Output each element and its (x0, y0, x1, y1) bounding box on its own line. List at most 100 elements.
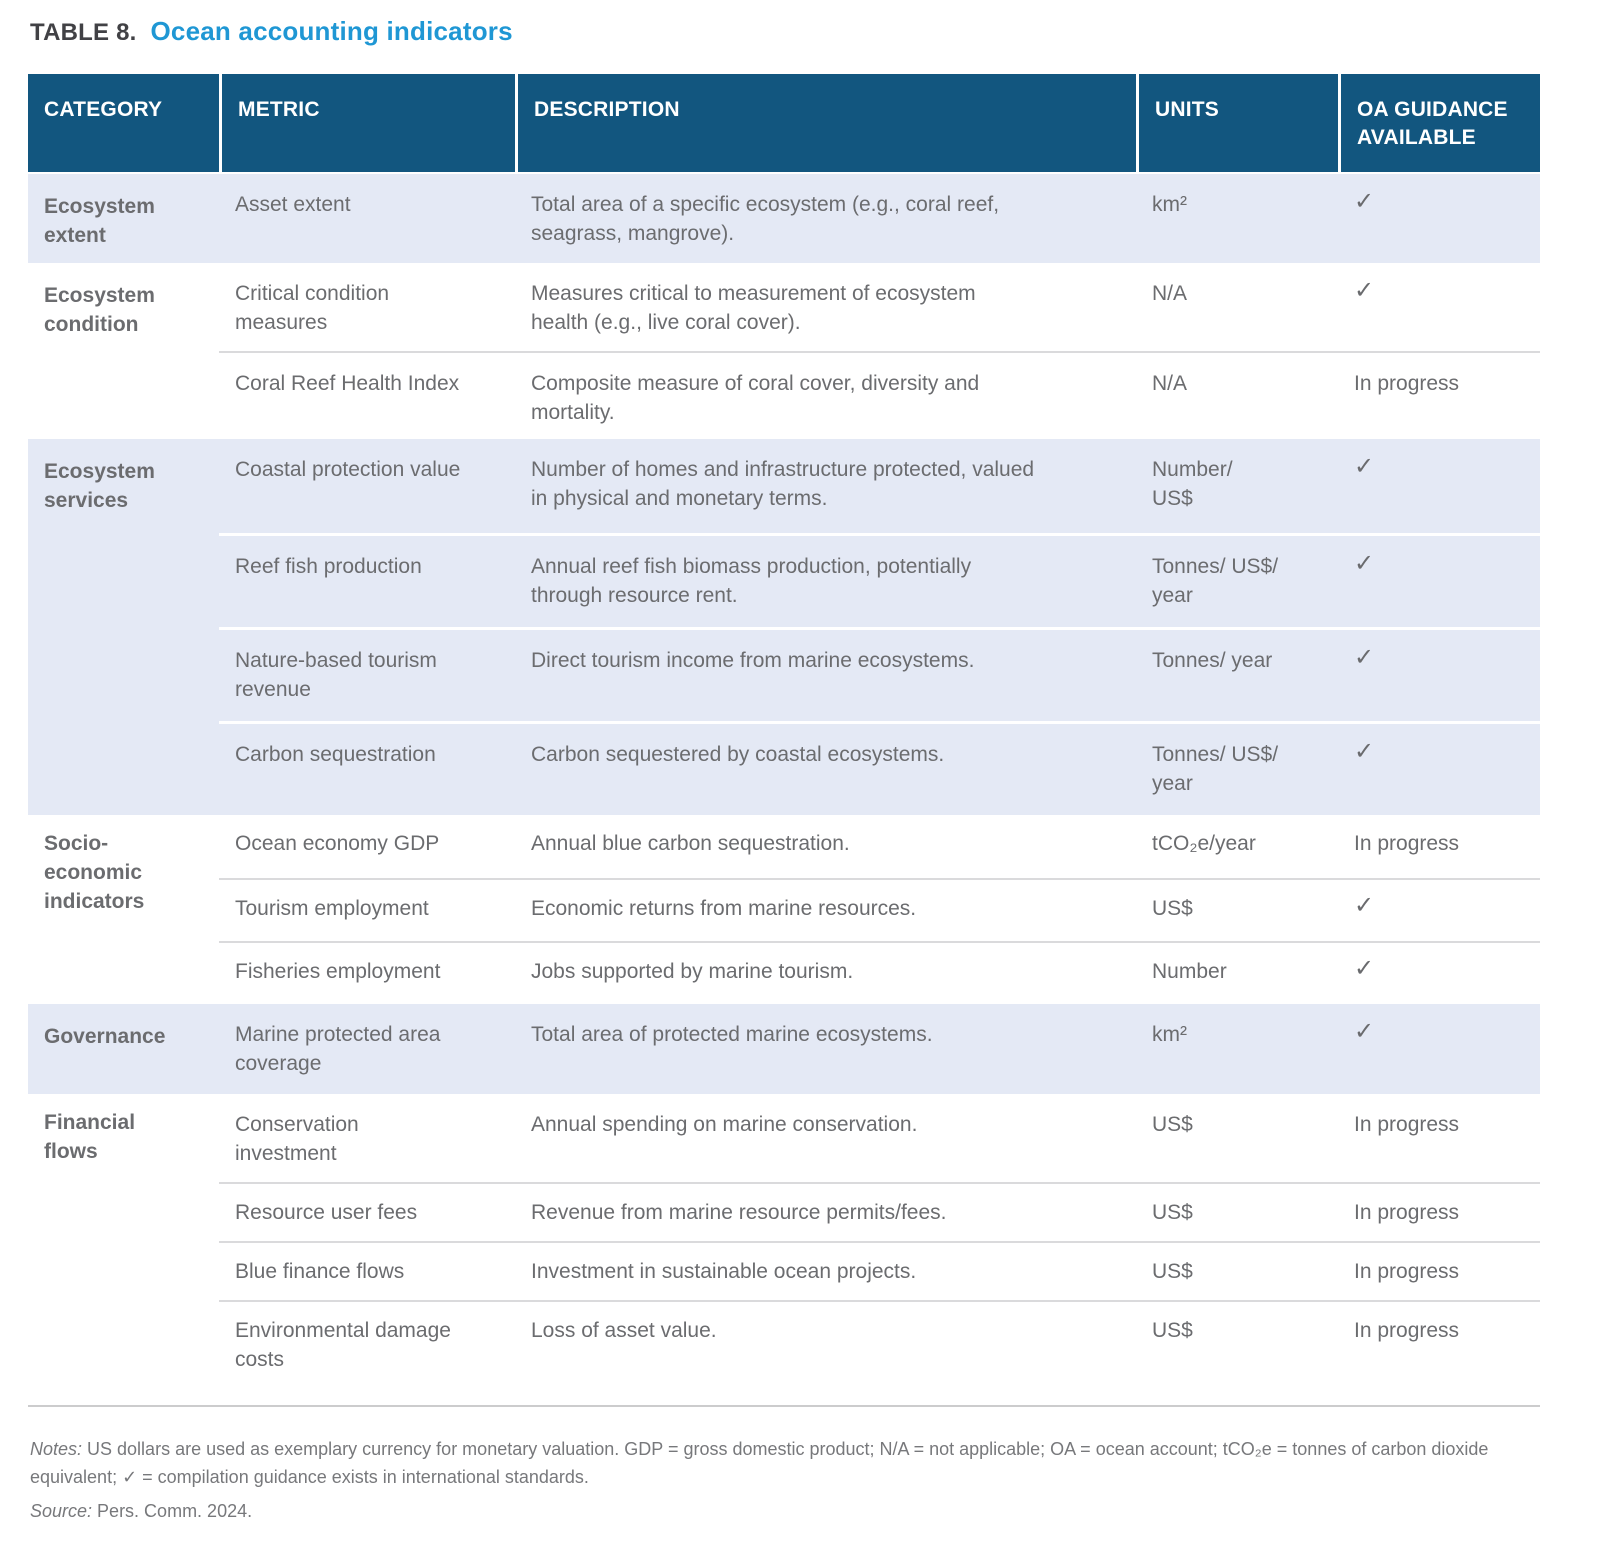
metric-cell: Fisheries employment (235, 960, 441, 983)
source-text: Pers. Comm. 2024. (92, 1501, 253, 1521)
description-cell: Loss of asset value. (531, 1319, 717, 1342)
units-cell: US$ (1152, 1319, 1193, 1342)
group-rows: Ocean economy GDP Annual blue carbon sequ… (219, 815, 1540, 1004)
table-row: Coastal protection value Number of homes … (219, 439, 1540, 533)
guidance-cell: In progress (1354, 832, 1460, 855)
group-rows: Coastal protection value Number of homes … (219, 439, 1540, 815)
metric-cell: Marine protected area coverage (235, 1023, 441, 1075)
metric-cell: Asset extent (235, 193, 351, 216)
metric-cell: Environmental damage costs (235, 1319, 451, 1371)
units-cell: N/A (1152, 282, 1188, 305)
table-row: Tourism employment Economic returns from … (219, 878, 1540, 941)
column-header-category: CATEGORY (44, 98, 163, 121)
metric-cell: Nature-based tourism revenue (235, 649, 437, 701)
units-cell: km² (1152, 1023, 1187, 1046)
guidance-cell: In progress (1354, 1113, 1460, 1136)
units-cell: Tonnes/ US$/ year (1152, 555, 1279, 607)
guidance-cell: ✓ (1354, 892, 1375, 919)
description-cell: Carbon sequestered by coastal ecosystems… (531, 743, 945, 766)
table-row: Environmental damage costs Loss of asset … (219, 1300, 1540, 1395)
units-cell: Number (1152, 960, 1227, 983)
guidance-cell: In progress (1354, 1260, 1460, 1283)
category-cell: Ecosystem extent (44, 195, 155, 247)
metric-cell: Ocean economy GDP (235, 832, 440, 855)
description-cell: Revenue from marine resource permits/fee… (531, 1201, 947, 1224)
category-cell: Governance (44, 1025, 166, 1048)
category-cell: Socio-economic indicators (44, 832, 145, 913)
notes-text: US dollars are used as exemplary currenc… (30, 1439, 1489, 1487)
metric-cell: Blue finance flows (235, 1260, 405, 1283)
column-header-description: DESCRIPTION (515, 74, 1136, 172)
category-group: Governance Marine protected area coverage… (28, 1004, 1540, 1094)
description-cell: Total area of protected marine ecosystem… (531, 1023, 933, 1046)
guidance-cell: ✓ (1354, 188, 1375, 215)
units-cell: US$ (1152, 1201, 1193, 1224)
table-notes: Notes: US dollars are used as exemplary … (30, 1435, 1542, 1525)
column-header-units: UNITS (1136, 74, 1338, 172)
description-cell: Annual spending on marine conservation. (531, 1113, 918, 1136)
guidance-cell: ✓ (1354, 955, 1375, 982)
table-row: Carbon sequestration Carbon sequestered b… (219, 721, 1540, 815)
description-cell: Total area of a specific ecosystem (e.g.… (531, 193, 1000, 245)
guidance-cell: ✓ (1354, 644, 1375, 671)
source-label: Source: (30, 1501, 93, 1521)
source-line: Source: Pers. Comm. 2024. (30, 1497, 1542, 1525)
table-title: TABLE 8. Ocean accounting indicators (0, 0, 1618, 47)
table-row: Reef fish production Annual reef fish bio… (219, 533, 1540, 627)
column-header-metric: METRIC (219, 74, 515, 172)
description-cell: Composite measure of coral cover, divers… (531, 372, 980, 424)
column-header-oa-guidance: OA GUIDANCE AVAILABLE (1338, 74, 1540, 172)
table-row: Blue finance flows Investment in sustaina… (219, 1241, 1540, 1300)
guidance-cell: ✓ (1354, 738, 1375, 765)
table-row: Critical condition measures Measures crit… (219, 263, 1540, 351)
category-cell: Financial flows (44, 1111, 136, 1163)
table-body: Ecosystem extent Asset extent Total area o… (28, 174, 1540, 1395)
units-cell: km² (1152, 193, 1187, 216)
category-group: Ecosystem condition Critical condition me… (28, 263, 1540, 439)
table-row: Marine protected area coverage Total area… (219, 1004, 1540, 1094)
metric-cell: Resource user fees (235, 1201, 418, 1224)
group-rows: Marine protected area coverage Total area… (219, 1004, 1540, 1094)
description-cell: Direct tourism income from marine ecosys… (531, 649, 975, 672)
description-cell: Measures critical to measurement of ecos… (531, 282, 976, 334)
units-cell: N/A (1152, 372, 1188, 395)
description-cell: Economic returns from marine resources. (531, 897, 917, 920)
table-row: Coral Reef Health Index Composite measure… (219, 351, 1540, 439)
metric-cell: Critical condition measures (235, 282, 390, 334)
category-cell: Ecosystem services (44, 460, 155, 512)
guidance-cell: ✓ (1354, 550, 1375, 577)
description-cell: Annual reef fish biomass production, pot… (531, 555, 972, 607)
table-row: Asset extent Total area of a specific eco… (219, 174, 1540, 263)
group-rows: Critical condition measures Measures crit… (219, 263, 1540, 439)
table-header-row: CATEGORY METRIC DESCRIPTION UNITS OA GUI… (28, 74, 1540, 174)
ocean-accounting-table: CATEGORY METRIC DESCRIPTION UNITS OA GUI… (28, 74, 1540, 1395)
table-title-text: Ocean accounting indicators (150, 16, 513, 46)
guidance-cell: In progress (1354, 372, 1460, 395)
units-cell: US$ (1152, 1260, 1193, 1283)
units-cell: Tonnes/ year (1152, 649, 1273, 672)
notes-line: Notes: US dollars are used as exemplary … (30, 1435, 1542, 1491)
units-cell: US$ (1152, 897, 1193, 920)
category-cell: Ecosystem condition (44, 284, 155, 336)
table-number-label: TABLE 8. (30, 19, 137, 46)
metric-cell: Coral Reef Health Index (235, 372, 460, 395)
metric-cell: Carbon sequestration (235, 743, 436, 766)
category-group: Ecosystem extent Asset extent Total area o… (28, 174, 1540, 263)
metric-cell: Coastal protection value (235, 458, 461, 481)
table-row: Ocean economy GDP Annual blue carbon sequ… (219, 815, 1540, 878)
notes-label: Notes: (30, 1439, 83, 1459)
units-cell: Tonnes/ US$/ year (1152, 743, 1279, 795)
guidance-cell: ✓ (1354, 453, 1375, 480)
category-group: Socio-economic indicators Ocean economy G… (28, 815, 1540, 1004)
units-cell: tCO₂e/year (1152, 832, 1256, 855)
table-row: Resource user fees Revenue from marine re… (219, 1182, 1540, 1241)
metric-cell: Tourism employment (235, 897, 429, 920)
table-row: Conservation investment Annual spending o… (219, 1094, 1540, 1182)
description-cell: Number of homes and infrastructure prote… (531, 458, 1035, 510)
table-row: Fisheries employment Jobs supported by ma… (219, 941, 1540, 1004)
description-cell: Investment in sustainable ocean projects… (531, 1260, 917, 1283)
category-group: Financial flows Conservation investment An… (28, 1094, 1540, 1395)
metric-cell: Conservation investment (235, 1113, 359, 1165)
description-cell: Annual blue carbon sequestration. (531, 832, 850, 855)
